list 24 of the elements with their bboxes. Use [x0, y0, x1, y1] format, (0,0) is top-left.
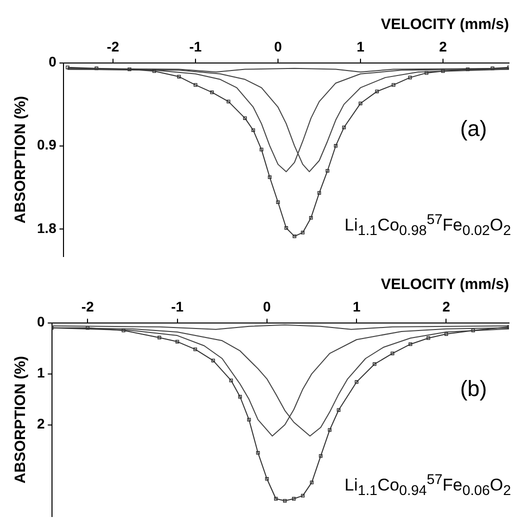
y-tick-label: 0.9	[36, 136, 57, 153]
text: Li$_{1.1}$Co$_{0.94}$$^{57}$Fe$_{0.06}$O$_{2}$	[344, 472, 511, 500]
y-tick-label: 2	[36, 416, 45, 432]
x-tick-label: -1	[171, 298, 184, 314]
x-tick-label: 2	[442, 298, 450, 314]
x-tick-label: 0	[274, 38, 282, 54]
text: Li$_{1.1}$Co$_{0.98}$$^{57}$Fe$_{0.02}$O$_{2}$	[344, 212, 511, 240]
y-axis-title: ABSORPTION (%)	[12, 96, 30, 224]
y-tick-label: 0	[36, 314, 45, 330]
y-tick-label: 0	[48, 54, 57, 70]
x-tick-label: -2	[106, 38, 120, 54]
annotation: (b)	[460, 376, 487, 401]
x-tick-label: -1	[189, 38, 202, 54]
x-tick-label: 1	[356, 38, 365, 54]
x-tick-label: 1	[352, 298, 361, 314]
x-axis-title: VELOCITY (mm/s)	[380, 276, 509, 294]
y-tick-label: 1.8	[36, 220, 57, 236]
x-tick-label: 0	[263, 298, 272, 314]
y-axis-title: ABSORPTION (%)	[12, 356, 30, 484]
x-tick-label: -2	[81, 298, 94, 314]
x-axis-title: VELOCITY (mm/s)	[380, 16, 509, 34]
x-tick-label: 2	[439, 38, 448, 54]
annotation: (a)	[460, 116, 487, 141]
y-tick-label: 1	[36, 364, 45, 381]
